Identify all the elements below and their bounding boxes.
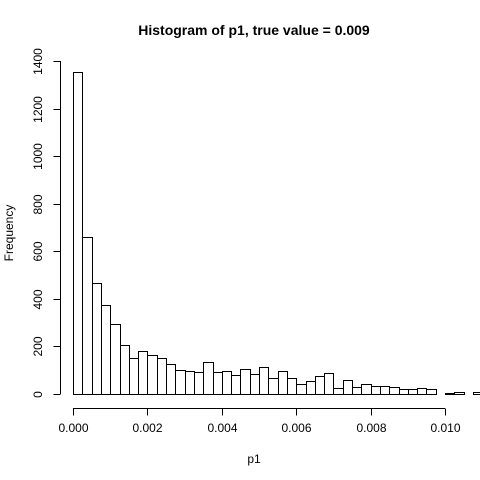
histogram-bar-10 <box>166 364 176 395</box>
y-tick-label-1: 200 <box>31 336 45 356</box>
histogram-bar-15 <box>213 372 223 395</box>
histogram-bars <box>73 72 480 395</box>
histogram-bar-2 <box>92 283 102 395</box>
histogram-bar-34 <box>389 387 400 395</box>
histogram-bar-21 <box>268 378 279 395</box>
y-tick-label-5: 1000 <box>31 143 45 170</box>
y-tick-label-4: 800 <box>31 194 45 214</box>
x-tick-label-3: 0.006 <box>281 421 311 435</box>
histogram-bar-3 <box>101 305 111 395</box>
y-tick-label-7: 1400 <box>31 48 45 75</box>
histogram-bar-0 <box>73 72 83 395</box>
histogram-bar-33 <box>380 386 390 395</box>
y-axis-label: Frequency <box>2 205 16 262</box>
histogram-bar-14 <box>203 362 214 395</box>
histogram-bar-7 <box>138 351 148 395</box>
x-tick-label-5: 0.010 <box>430 421 460 435</box>
y-tick-label-6: 1200 <box>31 96 45 123</box>
histogram-bar-27 <box>324 373 334 395</box>
histogram-bar-41 <box>454 392 465 395</box>
y-axis: 0 200 400 600 800 1000 1200 1400 <box>31 48 61 398</box>
histogram-bar-18 <box>240 369 251 395</box>
histogram-bar-1 <box>82 237 93 395</box>
y-tick-label-0: 0 <box>31 391 45 398</box>
histogram-bar-35 <box>399 389 409 395</box>
histogram-bar-8 <box>147 355 158 395</box>
histogram-bar-24 <box>296 384 307 395</box>
histogram-bar-13 <box>194 372 204 395</box>
histogram-bar-25 <box>306 381 316 395</box>
histogram-bar-36 <box>408 389 418 395</box>
histogram-bar-11 <box>175 370 186 395</box>
histogram-bar-6 <box>129 358 139 395</box>
x-tick-label-0: 0.000 <box>58 421 88 435</box>
histogram-bar-29 <box>343 380 353 395</box>
histogram-bar-32 <box>371 386 381 395</box>
histogram-bar-31 <box>361 384 372 395</box>
histogram-bar-28 <box>333 388 344 395</box>
histogram-bar-22 <box>278 371 288 395</box>
y-tick-label-2: 400 <box>31 289 45 309</box>
histogram-bar-17 <box>231 375 241 395</box>
chart-title: Histogram of p1, true value = 0.009 <box>138 22 370 38</box>
histogram-bar-9 <box>157 358 167 395</box>
histogram-bar-16 <box>222 371 232 395</box>
x-tick-label-1: 0.002 <box>132 421 162 435</box>
histogram-bar-12 <box>185 371 195 395</box>
histogram-bar-5 <box>120 345 130 395</box>
histogram-bar-23 <box>287 378 297 395</box>
x-tick-label-2: 0.004 <box>207 421 237 435</box>
histogram-bar-4 <box>110 324 121 395</box>
x-tick-label-4: 0.008 <box>356 421 386 435</box>
histogram-bar-20 <box>259 367 269 395</box>
histogram-bar-43 <box>473 392 480 395</box>
histogram-bar-30 <box>352 387 362 395</box>
x-axis-label: p1 <box>247 452 261 466</box>
histogram-bar-26 <box>315 376 325 395</box>
histogram-bar-37 <box>417 388 427 395</box>
histogram-bar-19 <box>250 374 260 395</box>
x-axis: 0.000 0.002 0.004 0.006 0.008 0.010 <box>58 408 461 435</box>
y-tick-label-3: 600 <box>31 241 45 261</box>
histogram-bar-40 <box>445 393 455 395</box>
histogram-bar-38 <box>426 389 437 395</box>
